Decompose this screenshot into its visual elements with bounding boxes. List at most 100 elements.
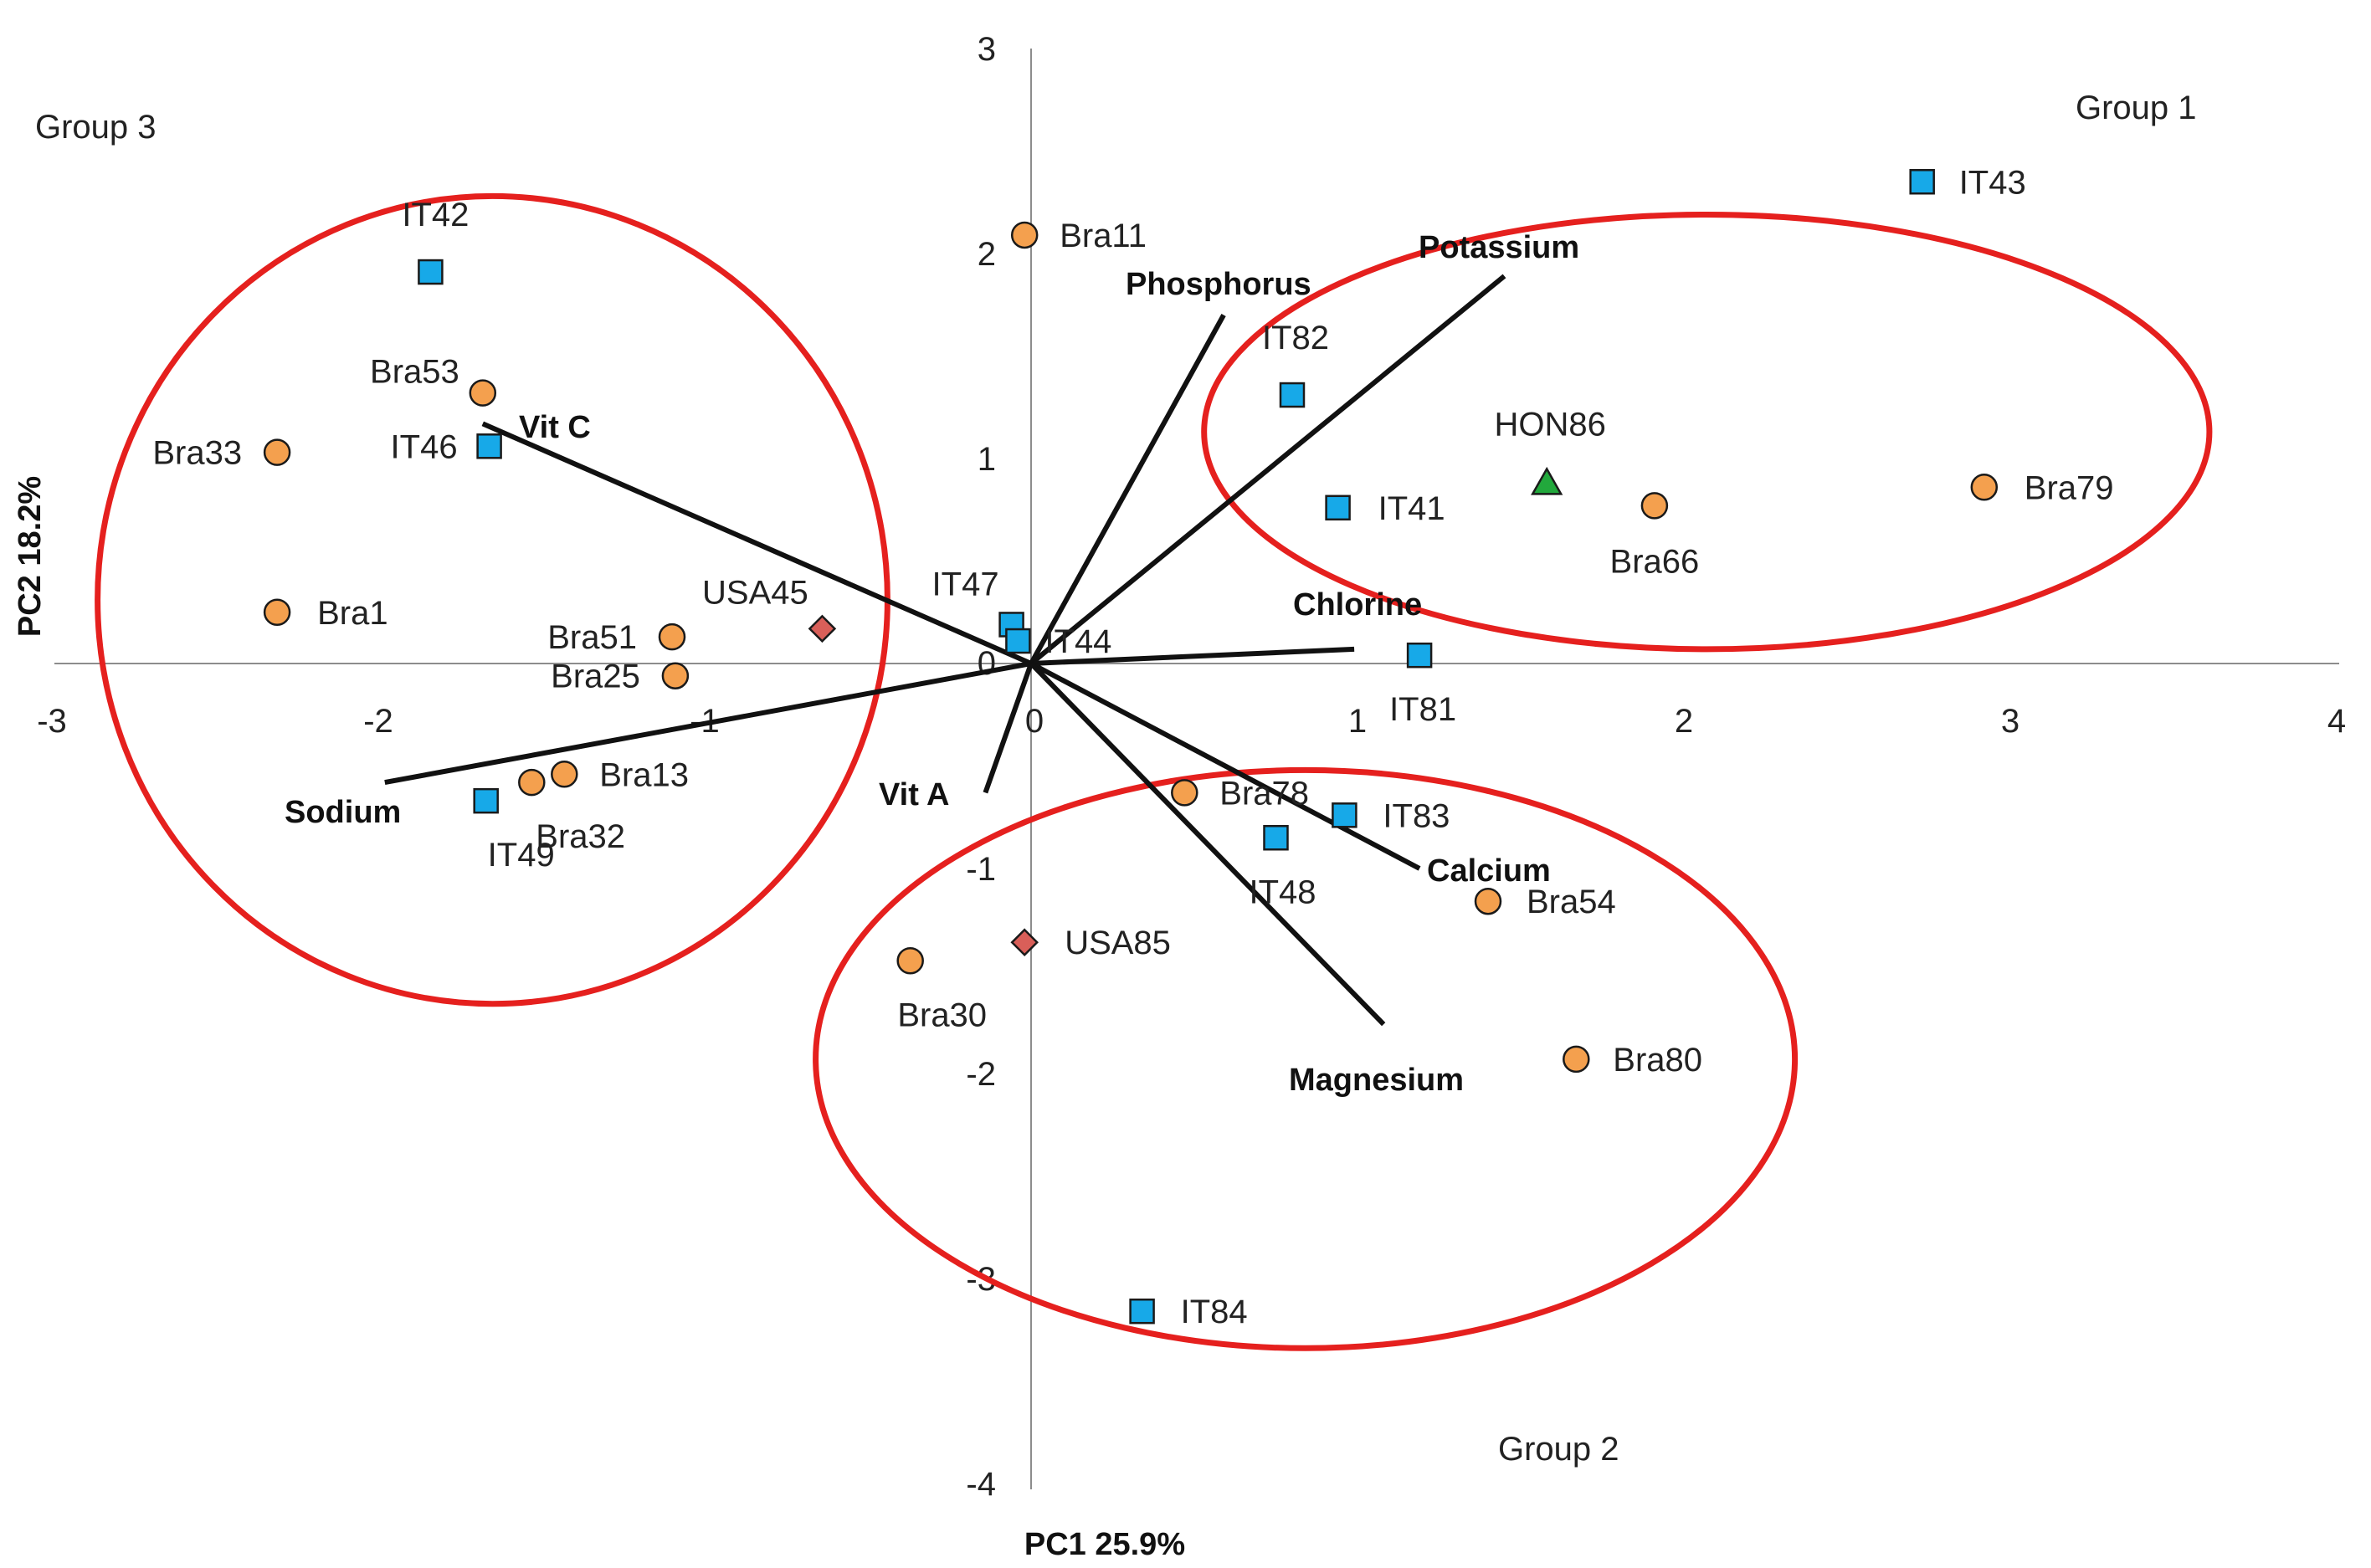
point-it49 [473, 787, 499, 814]
point-it44 [1005, 628, 1031, 654]
point-label-usa85: USA85 [1065, 925, 1171, 961]
point-bra32 [518, 768, 546, 797]
point-label-bra51: Bra51 [547, 619, 637, 656]
point-label-it49: IT49 [488, 837, 555, 874]
point-label-bra53: Bra53 [370, 354, 459, 391]
point-hon86 [1531, 466, 1563, 495]
point-bra80 [1563, 1045, 1590, 1074]
point-label-bra33: Bra33 [152, 435, 242, 472]
point-it82 [1279, 382, 1306, 408]
point-bra25 [661, 662, 690, 689]
vector-calcium [1029, 661, 1421, 871]
point-label-it84: IT84 [1181, 1294, 1248, 1330]
x-tick-label: 4 [2327, 703, 2346, 740]
point-bra78 [1171, 779, 1198, 807]
vector-label-chlorine: Chlorine [1293, 587, 1422, 623]
vector-phosphorus [1029, 314, 1226, 665]
labels: Group 1 Group 2 Group 3 Potassium Phosphorus… [35, 90, 2197, 1468]
point-bra51 [658, 623, 686, 651]
point-label-it42: IT42 [402, 197, 469, 233]
point-it84 [1129, 1298, 1155, 1325]
point-bra33 [263, 438, 291, 466]
y-tick-label: 2 [978, 236, 996, 273]
vector-label-calcium: Calcium [1427, 853, 1551, 889]
point-bra53 [469, 379, 497, 407]
vector-sodium [384, 661, 1032, 786]
group-ellipses [95, 192, 2213, 1351]
point-it41 [1325, 494, 1351, 521]
point-label-bra1: Bra1 [317, 595, 388, 632]
point-bra1 [263, 598, 291, 626]
point-label-it43: IT43 [1959, 164, 2026, 201]
point-usa85 [1010, 928, 1039, 956]
point-label-bra13: Bra13 [599, 756, 689, 793]
point-label-it81: IT81 [1389, 691, 1456, 728]
point-label-bra80: Bra80 [1613, 1042, 1702, 1079]
y-tick-label: 1 [978, 441, 996, 478]
x-tick-label: 2 [1675, 703, 1693, 740]
point-label-bra78: Bra78 [1219, 775, 1309, 812]
x-axis-title: PC1 25.9% [1024, 1527, 1185, 1562]
point-label-hon86: HON86 [1495, 406, 1606, 443]
y-tick-label: -2 [966, 1056, 996, 1093]
y-tick-label: -1 [966, 851, 996, 888]
y-tick-label: 3 [978, 31, 996, 68]
point-label-it41: IT41 [1378, 490, 1445, 527]
point-bra79 [1970, 474, 1999, 501]
point-label-bra79: Bra79 [2025, 469, 2114, 506]
x-tick-label: -3 [37, 703, 67, 740]
x-tick-label: -2 [363, 703, 393, 740]
x-tick-label: 3 [2001, 703, 2019, 740]
point-it83 [1332, 802, 1357, 828]
point-bra13 [551, 761, 578, 788]
data-points [263, 169, 1999, 1325]
vector-label-magnesium: Magnesium [1289, 1063, 1464, 1098]
vector-label-potassium: Potassium [1419, 230, 1579, 265]
point-it42 [418, 259, 444, 285]
point-it43 [1909, 169, 1935, 195]
point-bra11 [1010, 221, 1039, 249]
y-tick-label: -4 [966, 1466, 996, 1503]
point-label-it82: IT82 [1262, 320, 1329, 356]
point-label-bra32: Bra32 [536, 818, 625, 855]
vector-chlorine [1030, 646, 1355, 666]
vector-label-sodium: Sodium [285, 795, 401, 830]
point-label-it46: IT46 [391, 428, 458, 465]
vector-vit-a [983, 662, 1034, 794]
y-axis-title: PC2 18.2% [13, 476, 48, 637]
group-label-1: Group 1 [2076, 90, 2197, 126]
point-bra54 [1474, 887, 1502, 915]
vector-label-vit-c: Vit C [519, 410, 591, 445]
point-it48 [1263, 825, 1289, 851]
group-label-3: Group 3 [35, 109, 157, 146]
point-usa45 [808, 614, 837, 643]
point-label-bra30: Bra30 [897, 997, 987, 1033]
vector-label-vit-a: Vit A [879, 777, 949, 812]
point-label-it44: IT44 [1044, 623, 1111, 660]
group-label-2: Group 2 [1498, 1431, 1619, 1468]
point-label-usa45: USA45 [702, 574, 808, 611]
vector-vit-c [481, 421, 1033, 666]
point-label-it83: IT83 [1383, 797, 1450, 834]
point-it46 [476, 433, 502, 459]
loading-vectors [384, 274, 1506, 1027]
point-bra30 [896, 947, 924, 975]
group-ellipse-1 [1201, 211, 2213, 653]
vector-label-phosphorus: Phosphorus [1126, 267, 1311, 302]
y-tick-label: 0 [978, 645, 996, 682]
point-bra66 [1640, 492, 1669, 520]
point-label-it48: IT48 [1249, 874, 1316, 910]
point-label-it47: IT47 [932, 566, 999, 602]
group-ellipse-2 [813, 766, 1799, 1351]
x-tick-label: 1 [1348, 703, 1367, 740]
x-tick-label: 0 [1025, 703, 1044, 740]
vector-potassium [1029, 274, 1506, 666]
point-label-bra11: Bra11 [1060, 218, 1147, 254]
point-it81 [1406, 642, 1433, 669]
point-label-bra54: Bra54 [1527, 884, 1616, 920]
vector-magnesium [1029, 661, 1386, 1027]
point-label-bra66: Bra66 [1610, 543, 1700, 580]
